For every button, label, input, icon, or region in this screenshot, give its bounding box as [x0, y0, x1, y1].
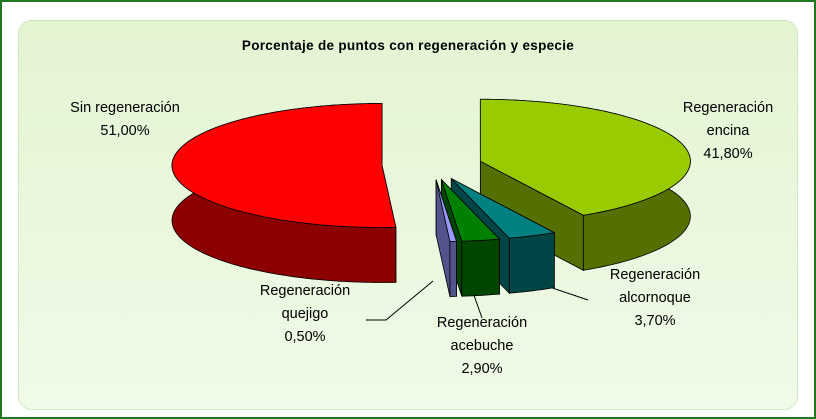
category-label: Regeneración encina: [682, 100, 774, 139]
slice-wall: [449, 241, 457, 297]
value-label: 41,80%: [703, 146, 753, 162]
data-label: Sin regeneración 51,00%: [45, 97, 205, 143]
slice: [435, 179, 458, 297]
value-label: 2,90%: [461, 361, 503, 377]
slice-top: [440, 179, 501, 242]
slice-wall: [461, 238, 500, 297]
slice-top: [451, 178, 556, 239]
value-label: 3,70%: [634, 313, 676, 329]
slice: [171, 103, 397, 283]
data-label: Regeneración alcornoque 3,70%: [605, 264, 705, 333]
data-label: Regeneración acebuche 2,90%: [432, 312, 532, 381]
data-label: Regeneración quejigo 0,50%: [255, 280, 355, 349]
category-label: Regeneración acebuche: [436, 315, 528, 354]
slice-top: [171, 103, 397, 228]
category-label: Regeneración quejigo: [259, 283, 351, 322]
leader-line: [366, 280, 434, 321]
value-label: 51,00%: [100, 123, 150, 139]
slice-top: [479, 98, 691, 216]
value-label: 0,50%: [284, 329, 326, 345]
slice-top: [435, 179, 458, 242]
category-label: Regeneración alcornoque: [609, 267, 701, 306]
data-label: Regeneración encina 41,80%: [678, 97, 778, 166]
category-label: Sin regeneración: [70, 100, 180, 116]
chart-title: Porcentaje de puntos con regeneración y …: [241, 38, 575, 53]
slice-wall: [508, 232, 555, 294]
